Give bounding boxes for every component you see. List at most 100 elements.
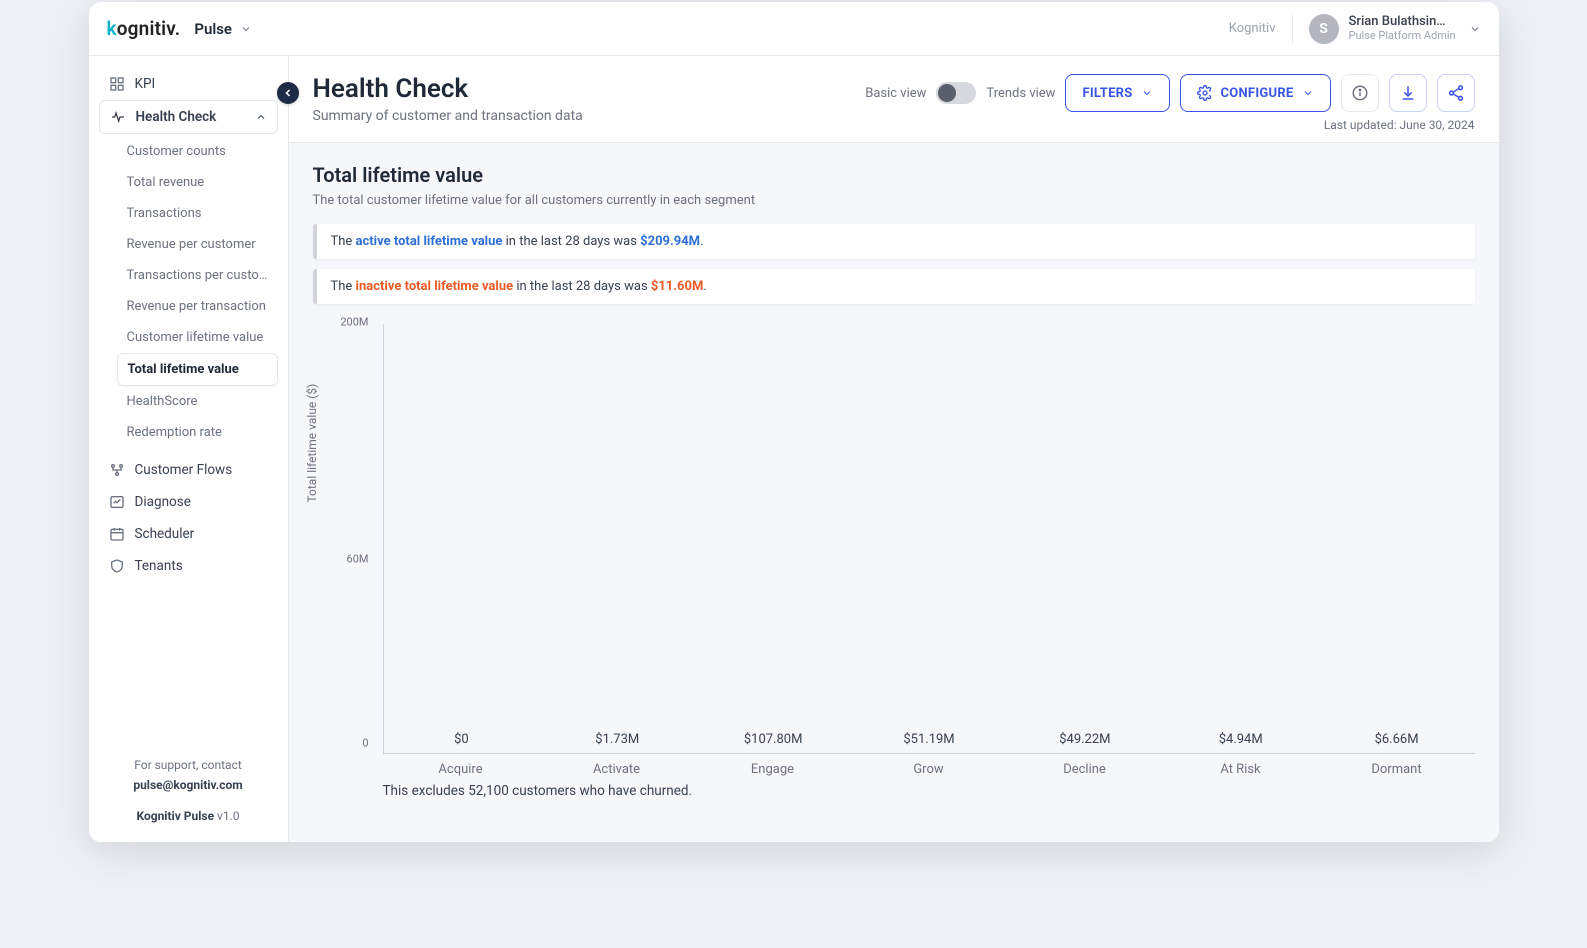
share-icon	[1447, 84, 1465, 102]
basic-view-label: Basic view	[865, 86, 926, 101]
info-button[interactable]	[1341, 74, 1379, 112]
chevron-down-icon	[1469, 23, 1481, 35]
nav-health-check-submenu: Customer countsTotal revenueTransactions…	[99, 134, 278, 454]
nav-scheduler[interactable]: Scheduler	[99, 518, 278, 550]
page-titles: Health Check Summary of customer and tra…	[313, 74, 583, 124]
user-menu[interactable]: S Srian Bulathsin… Pulse Platform Admin	[1309, 14, 1481, 44]
filters-button-label: FILTERS	[1082, 86, 1132, 101]
org-name: Kognitiv	[1229, 21, 1276, 36]
sidebar-sub-item[interactable]: Total lifetime value	[117, 353, 278, 386]
bar-value-label: $1.73M	[595, 732, 639, 747]
sidebar-sub-item[interactable]: Total revenue	[117, 167, 278, 198]
sidebar-scroll: KPI Health Check Customer countsTotal re…	[89, 56, 288, 746]
sidebar-sub-item[interactable]: Transactions per customer	[117, 260, 278, 291]
chevron-down-icon	[240, 23, 252, 35]
bar-value-label: $6.66M	[1375, 732, 1419, 747]
configure-button[interactable]: CONFIGURE	[1180, 74, 1331, 112]
download-icon	[1399, 84, 1417, 102]
download-button[interactable]	[1389, 74, 1427, 112]
user-name: Srian Bulathsin…	[1349, 15, 1459, 29]
diagnose-icon	[109, 494, 125, 510]
callouts: The active total lifetime value in the l…	[313, 224, 1475, 304]
section-subtitle: The total customer lifetime value for al…	[313, 193, 1475, 208]
page-subtitle: Summary of customer and transaction data	[313, 108, 583, 124]
x-axis-label: Decline	[1007, 754, 1163, 777]
sidebar: KPI Health Check Customer countsTotal re…	[89, 56, 289, 842]
x-axis-label: Activate	[539, 754, 695, 777]
brand-group: kognitiv. Pulse	[107, 17, 253, 40]
x-axis-label: At Risk	[1163, 754, 1319, 777]
y-tick: 200M	[340, 315, 368, 328]
nav-customer-flows[interactable]: Customer Flows	[99, 454, 278, 486]
product-switcher-label: Pulse	[194, 20, 232, 38]
user-meta: Srian Bulathsin… Pulse Platform Admin	[1349, 15, 1459, 41]
x-axis-label: Grow	[851, 754, 1007, 777]
nav-tenants[interactable]: Tenants	[99, 550, 278, 582]
nav-health-check-label: Health Check	[136, 109, 217, 125]
page-header-right: Basic view Trends view FILTERS CONFIGURE	[865, 74, 1474, 132]
info-icon	[1351, 84, 1369, 102]
callout: The inactive total lifetime value in the…	[313, 269, 1475, 304]
sidebar-sub-item[interactable]: Revenue per customer	[117, 229, 278, 260]
nav-item-label: Tenants	[135, 558, 183, 574]
chart-plot: $0 $1.73M $107.80M $51.19M $49.22M $4.94M $6.6…	[383, 324, 1475, 754]
sidebar-sub-item[interactable]: Transactions	[117, 198, 278, 229]
app-window: kognitiv. Pulse Kognitiv S Srian Bulaths…	[89, 2, 1499, 842]
divider	[1292, 15, 1293, 43]
bar-value-label: $49.22M	[1059, 732, 1110, 747]
x-axis-label: Acquire	[383, 754, 539, 777]
chevron-up-icon	[255, 111, 267, 123]
nav-item-label: Scheduler	[135, 526, 195, 542]
user-role: Pulse Platform Admin	[1349, 30, 1459, 42]
bar-value-label: $4.94M	[1219, 732, 1263, 747]
sidebar-sub-item[interactable]: Customer counts	[117, 136, 278, 167]
x-axis-label: Dormant	[1319, 754, 1475, 777]
y-tick: 60M	[347, 552, 369, 565]
dashboard-icon	[109, 76, 125, 92]
chart-bars: $0 $1.73M $107.80M $51.19M $49.22M $4.94M $6.6…	[384, 324, 1475, 753]
topbar: kognitiv. Pulse Kognitiv S Srian Bulaths…	[89, 2, 1499, 56]
callout: The active total lifetime value in the l…	[313, 224, 1475, 259]
callout-value: $209.94M	[640, 234, 700, 249]
configure-button-label: CONFIGURE	[1221, 86, 1294, 101]
nav-item-label: Diagnose	[135, 494, 191, 510]
support-email: pulse@kognitiv.com	[133, 778, 242, 792]
heart-pulse-icon	[110, 109, 126, 125]
sidebar-sub-item[interactable]: HealthScore	[117, 386, 278, 417]
bar-value-label: $0	[454, 732, 469, 747]
nav-health-check[interactable]: Health Check	[99, 100, 278, 134]
product-switcher[interactable]: Pulse	[194, 20, 252, 38]
sidebar-footer: For support, contact pulse@kognitiv.com …	[89, 746, 288, 842]
sidebar-sub-item[interactable]: Revenue per transaction	[117, 291, 278, 322]
callout-emphasis: inactive total lifetime value	[356, 279, 514, 294]
sidebar-sub-item[interactable]: Redemption rate	[117, 417, 278, 448]
nav-item-label: Customer Flows	[135, 462, 233, 478]
filters-button[interactable]: FILTERS	[1065, 74, 1169, 112]
x-axis-labels: AcquireActivateEngageGrowDeclineAt RiskD…	[383, 754, 1475, 777]
callout-emphasis: active total lifetime value	[356, 234, 503, 249]
share-button[interactable]	[1437, 74, 1475, 112]
shield-icon	[109, 558, 125, 574]
flow-icon	[109, 462, 125, 478]
section-title: Total lifetime value	[313, 163, 1475, 187]
calendar-icon	[109, 526, 125, 542]
x-axis-label: Engage	[695, 754, 851, 777]
callout-value: $11.60M	[651, 279, 703, 294]
sidebar-sub-item[interactable]: Customer lifetime value	[117, 322, 278, 353]
bar-value-label: $107.80M	[744, 732, 803, 747]
trends-view-label: Trends view	[986, 86, 1055, 101]
nav-diagnose[interactable]: Diagnose	[99, 486, 278, 518]
content: Total lifetime value The total customer …	[289, 143, 1499, 842]
gear-icon	[1197, 85, 1213, 101]
main: Health Check Summary of customer and tra…	[289, 56, 1499, 842]
collapse-sidebar-button[interactable]	[277, 82, 299, 104]
page-header: Health Check Summary of customer and tra…	[289, 56, 1499, 143]
nav-kpi-label: KPI	[135, 76, 156, 92]
view-switch[interactable]	[936, 82, 976, 104]
version: v1.0	[217, 809, 239, 823]
bar-value-label: $51.19M	[903, 732, 954, 747]
nav-kpi[interactable]: KPI	[99, 68, 278, 100]
brand-logo: kognitiv.	[107, 17, 181, 40]
support-line: For support, contact	[101, 756, 276, 775]
avatar: S	[1309, 14, 1339, 44]
